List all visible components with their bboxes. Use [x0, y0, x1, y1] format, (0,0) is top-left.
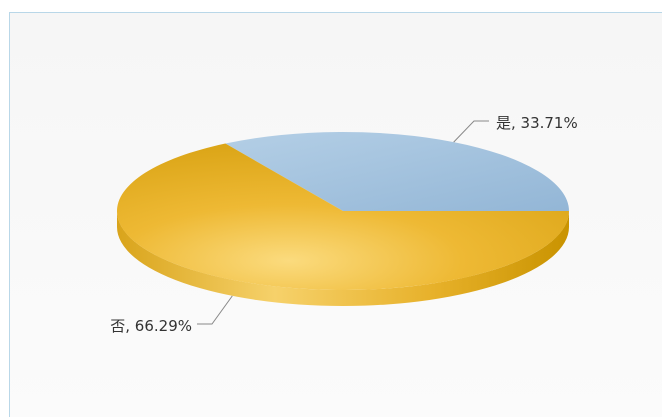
data-label-yes: 是, 33.71%	[496, 114, 578, 132]
leader-line-yes	[453, 120, 489, 143]
pie-slice-yes	[225, 132, 569, 211]
pie-slice-no	[117, 143, 570, 291]
pie-side-no	[117, 211, 569, 306]
data-label-no: 否, 66.29%	[110, 317, 192, 335]
leader-line-no	[197, 295, 233, 325]
